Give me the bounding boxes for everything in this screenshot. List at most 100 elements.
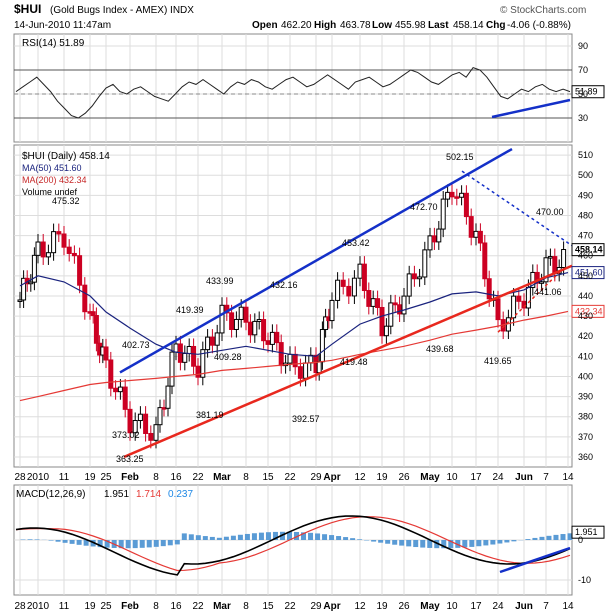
candle-body bbox=[200, 349, 206, 378]
macd-histogram-bar bbox=[378, 540, 384, 543]
candle-body bbox=[31, 254, 37, 283]
macd-histogram-bar bbox=[237, 534, 243, 540]
macd-histogram-bar bbox=[188, 534, 194, 540]
price-annotation: 419.39 bbox=[176, 305, 204, 315]
candle-body bbox=[219, 304, 225, 334]
price-layer: 458.14 451.60 432.34 bbox=[17, 147, 605, 459]
macd-line bbox=[15, 515, 571, 576]
candle-body bbox=[422, 249, 428, 278]
macd-histogram-bar bbox=[329, 535, 335, 540]
candle-body bbox=[459, 192, 465, 198]
x-tick-label: 26 bbox=[398, 472, 410, 483]
candle-body bbox=[351, 277, 357, 297]
candle-body bbox=[411, 273, 417, 280]
macd-histogram-bar bbox=[244, 533, 250, 540]
price-y-tick: 490 bbox=[578, 190, 593, 200]
macd-histogram-bar bbox=[139, 540, 145, 548]
candle-body bbox=[35, 241, 41, 256]
candle-body bbox=[292, 353, 298, 368]
candle-body bbox=[287, 353, 293, 364]
macd-histogram-bar bbox=[146, 540, 152, 548]
candle-body bbox=[143, 413, 149, 434]
macd-histogram-bar bbox=[469, 540, 475, 547]
macd-histogram-bar bbox=[216, 537, 222, 540]
rsi-trendline bbox=[491, 98, 571, 119]
axis-layer: 282820102010111119192525FebFeb8816162222… bbox=[14, 41, 593, 612]
candle-body bbox=[511, 295, 517, 319]
macd-histogram-bar bbox=[167, 540, 173, 546]
macd-histogram-bar bbox=[272, 531, 278, 540]
last-value: 458.14 bbox=[453, 20, 484, 31]
candle-body bbox=[454, 196, 460, 199]
macd-histogram-bar bbox=[420, 540, 426, 548]
x-tick-label-bottom: 22 bbox=[192, 601, 204, 612]
candle-body bbox=[547, 256, 553, 259]
open-value: 462.20 bbox=[281, 20, 312, 31]
price-y-tick: 410 bbox=[578, 351, 593, 361]
price-y-tick: 500 bbox=[578, 170, 593, 180]
macd-histogram-bar bbox=[525, 539, 531, 540]
x-tick-label-bottom: 8 bbox=[243, 601, 249, 612]
candle-body bbox=[17, 299, 23, 302]
candle-body bbox=[346, 285, 352, 297]
candle-body bbox=[340, 279, 346, 287]
x-tick-label: 14 bbox=[562, 472, 574, 483]
candle-body bbox=[486, 278, 492, 300]
price-annotation: 373.02 bbox=[112, 430, 140, 440]
price-y-tick: 450 bbox=[578, 271, 593, 281]
macd-legend-macd: 1.951 bbox=[104, 489, 129, 500]
candle-body bbox=[397, 304, 403, 315]
macd-histogram-bar bbox=[532, 537, 538, 540]
x-tick-label: 19 bbox=[376, 472, 388, 483]
candle-body bbox=[278, 342, 284, 367]
price-annotation: 363.25 bbox=[116, 454, 144, 464]
x-tick-label-bottom: 7 bbox=[543, 601, 549, 612]
macd-histogram-bar bbox=[181, 533, 187, 540]
x-tick-label-bottom: 2010 bbox=[27, 601, 50, 612]
candle-body bbox=[90, 311, 96, 317]
x-tick-label: Mar bbox=[213, 472, 231, 483]
price-annotation: 419.48 bbox=[340, 357, 368, 367]
candle-body bbox=[186, 345, 192, 354]
rsi-y-tick: 30 bbox=[578, 113, 588, 123]
x-tick-label: 17 bbox=[470, 472, 482, 483]
volume-legend: Volume undef bbox=[22, 187, 78, 197]
candle-body bbox=[431, 235, 437, 243]
candle-body bbox=[329, 299, 335, 322]
candle-body bbox=[153, 424, 159, 441]
annotation-layer: 475.32 402.73 373.02 363.25 419.39 381.19 433.… bbox=[52, 152, 564, 464]
macd-histogram-bar bbox=[343, 537, 349, 540]
price-y-tick: 420 bbox=[578, 331, 593, 341]
candle-body bbox=[379, 306, 385, 337]
x-tick-label: 22 bbox=[284, 472, 296, 483]
x-tick-label: 22 bbox=[192, 472, 204, 483]
candle-body bbox=[191, 345, 197, 367]
candle-body bbox=[40, 241, 46, 258]
x-tick-label-bottom: 10 bbox=[446, 601, 458, 612]
candle-body bbox=[383, 325, 389, 337]
macd-histogram-bar bbox=[455, 540, 461, 548]
lower-trendline bbox=[123, 264, 573, 459]
x-tick-label-bottom: 17 bbox=[470, 601, 482, 612]
candle-body bbox=[477, 230, 483, 244]
candle-body bbox=[61, 233, 67, 248]
price-y-tick: 470 bbox=[578, 231, 593, 241]
price-annotation: 470.00 bbox=[536, 207, 564, 217]
candle-body bbox=[56, 231, 62, 235]
x-tick-label-bottom: Feb bbox=[121, 601, 139, 612]
price-annotation: 381.19 bbox=[196, 410, 224, 420]
x-tick-label: 8 bbox=[153, 472, 159, 483]
macd-histogram-bar bbox=[132, 540, 138, 549]
macd-histogram-bar bbox=[357, 539, 363, 540]
candle-body bbox=[525, 286, 531, 309]
candle-body bbox=[436, 228, 442, 243]
ohlc-readout: Open 462.20 High 463.78 Low 455.98 Last … bbox=[252, 20, 571, 31]
candle-body bbox=[274, 331, 280, 344]
macd-y-tick: 0 bbox=[578, 535, 583, 545]
candle-body bbox=[366, 290, 372, 307]
resistance-dotted-line bbox=[461, 170, 573, 247]
chart-name: (Gold Bugs Index - AMEX) INDX bbox=[50, 5, 194, 16]
ma50-legend: MA(50) 451.60 bbox=[22, 163, 82, 173]
price-y-tick: 370 bbox=[578, 432, 593, 442]
